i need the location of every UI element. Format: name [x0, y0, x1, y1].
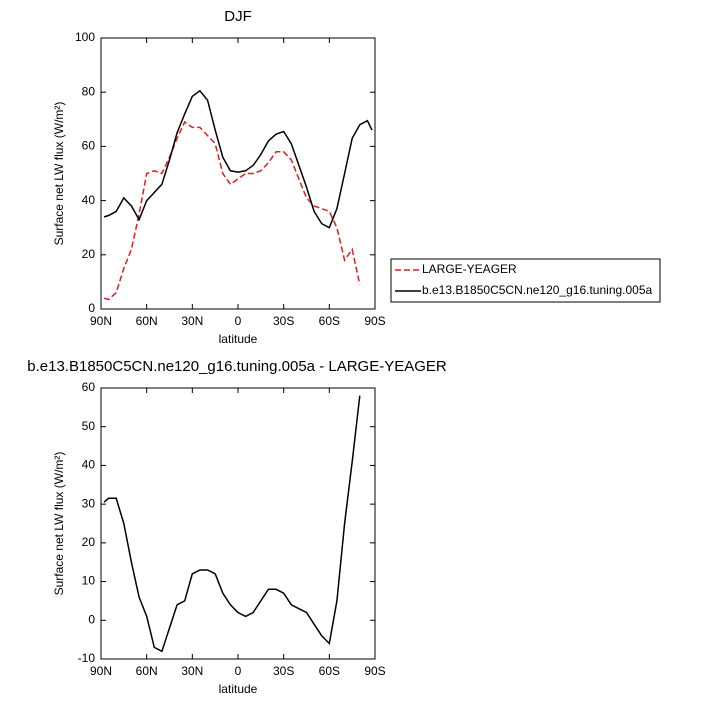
y-axis-label: Surface net LW flux (W/m²) [52, 102, 66, 246]
chart-title: b.e13.B1850C5CN.ne120_g16.tuning.005a - … [27, 358, 447, 375]
x-axis-label: latitude [219, 682, 258, 696]
y-tick-label: 20 [82, 535, 96, 549]
x-tick-label: 60S [319, 664, 340, 678]
y-tick-label: -10 [78, 651, 96, 665]
y-tick-label: 60 [82, 139, 96, 153]
plot-frame [100, 387, 376, 660]
x-tick-label: 0 [235, 314, 242, 328]
x-tick-label: 90N [90, 664, 112, 678]
chart-title: DJF [224, 8, 252, 25]
x-tick-label: 0 [235, 664, 242, 678]
x-tick-label: 30S [273, 664, 294, 678]
plot-frame [100, 37, 376, 310]
series-line [103, 120, 361, 301]
legend-label: b.e13.B1850C5CN.ne120_g16.tuning.005a [422, 283, 653, 297]
x-tick-label: 30S [273, 314, 294, 328]
legend-label: LARGE-YEAGER [422, 262, 517, 276]
x-tick-label: 60N [136, 314, 158, 328]
x-axis-label: latitude [219, 332, 258, 346]
y-tick-label: 60 [82, 380, 96, 394]
y-axis-label: Surface net LW flux (W/m²) [52, 452, 66, 596]
x-tick-label: 90S [364, 314, 385, 328]
y-tick-label: 40 [82, 458, 96, 472]
y-tick-label: 30 [82, 496, 96, 510]
x-tick-label: 30N [181, 314, 203, 328]
x-tick-label: 90S [364, 664, 385, 678]
y-tick-label: 20 [82, 247, 96, 261]
y-tick-label: 0 [88, 301, 95, 315]
series-line [103, 89, 373, 229]
y-tick-label: 0 [88, 612, 95, 626]
legend-box [390, 258, 661, 303]
y-tick-label: 80 [82, 84, 96, 98]
y-tick-label: 50 [82, 419, 96, 433]
x-tick-label: 90N [90, 314, 112, 328]
x-tick-label: 30N [181, 664, 203, 678]
y-tick-label: 10 [82, 574, 96, 588]
y-tick-label: 40 [82, 193, 96, 207]
y-tick-label: 100 [75, 30, 95, 44]
x-tick-label: 60N [136, 664, 158, 678]
x-tick-label: 60S [319, 314, 340, 328]
series-line [103, 395, 361, 653]
